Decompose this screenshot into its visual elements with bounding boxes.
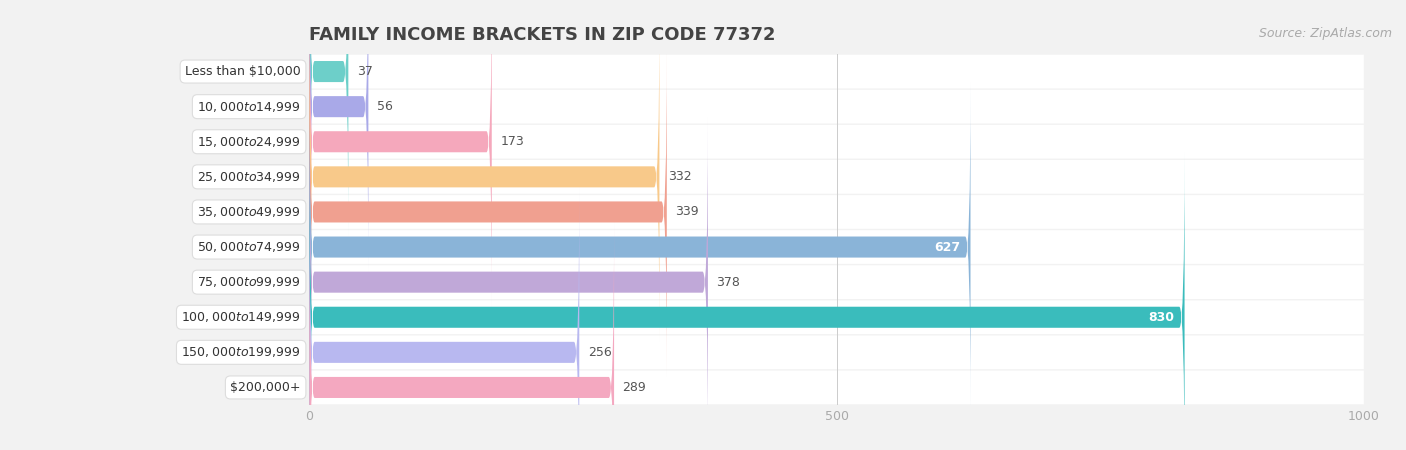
FancyBboxPatch shape [309, 12, 659, 342]
Text: $150,000 to $199,999: $150,000 to $199,999 [181, 345, 301, 360]
FancyBboxPatch shape [309, 336, 1364, 369]
Text: 173: 173 [501, 135, 524, 148]
Text: $10,000 to $14,999: $10,000 to $14,999 [197, 99, 301, 114]
FancyBboxPatch shape [309, 230, 1364, 264]
FancyBboxPatch shape [309, 0, 492, 307]
FancyBboxPatch shape [309, 55, 1364, 88]
Text: 256: 256 [588, 346, 612, 359]
Text: Source: ZipAtlas.com: Source: ZipAtlas.com [1258, 27, 1392, 40]
FancyBboxPatch shape [309, 266, 1364, 299]
FancyBboxPatch shape [309, 90, 1364, 123]
FancyBboxPatch shape [309, 222, 614, 450]
Text: $75,000 to $99,999: $75,000 to $99,999 [197, 275, 301, 289]
Text: 289: 289 [623, 381, 647, 394]
Text: 339: 339 [675, 206, 699, 218]
Text: $25,000 to $34,999: $25,000 to $34,999 [197, 170, 301, 184]
Text: 378: 378 [716, 276, 740, 288]
Text: 56: 56 [377, 100, 392, 113]
FancyBboxPatch shape [309, 187, 579, 450]
Text: $100,000 to $149,999: $100,000 to $149,999 [181, 310, 301, 324]
Text: Less than $10,000: Less than $10,000 [186, 65, 301, 78]
FancyBboxPatch shape [309, 82, 970, 412]
FancyBboxPatch shape [309, 160, 1364, 194]
FancyBboxPatch shape [309, 152, 1185, 450]
FancyBboxPatch shape [309, 47, 666, 377]
FancyBboxPatch shape [309, 195, 1364, 229]
FancyBboxPatch shape [309, 0, 368, 272]
Text: FAMILY INCOME BRACKETS IN ZIP CODE 77372: FAMILY INCOME BRACKETS IN ZIP CODE 77372 [309, 26, 776, 44]
Text: $15,000 to $24,999: $15,000 to $24,999 [197, 135, 301, 149]
Text: $50,000 to $74,999: $50,000 to $74,999 [197, 240, 301, 254]
Text: $35,000 to $49,999: $35,000 to $49,999 [197, 205, 301, 219]
FancyBboxPatch shape [309, 117, 709, 447]
FancyBboxPatch shape [309, 0, 349, 237]
FancyBboxPatch shape [309, 371, 1364, 404]
FancyBboxPatch shape [309, 301, 1364, 334]
Text: 830: 830 [1149, 311, 1174, 324]
Text: $200,000+: $200,000+ [231, 381, 301, 394]
Text: 627: 627 [934, 241, 960, 253]
Text: 37: 37 [357, 65, 373, 78]
FancyBboxPatch shape [309, 125, 1364, 158]
Text: 332: 332 [668, 171, 692, 183]
